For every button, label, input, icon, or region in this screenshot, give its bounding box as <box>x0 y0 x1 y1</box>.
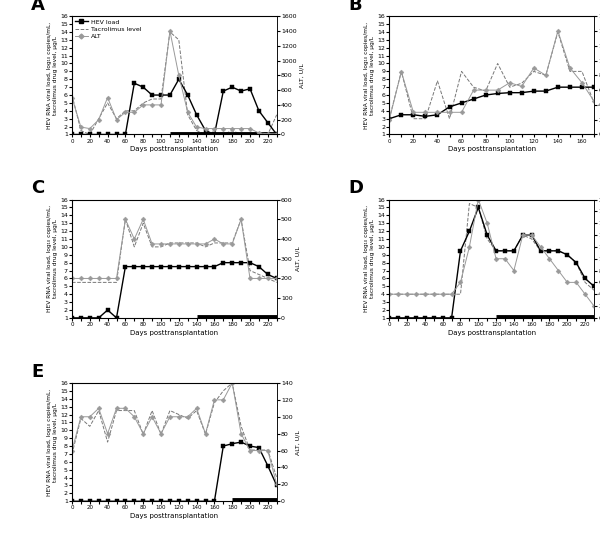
Text: D: D <box>349 179 364 197</box>
Text: E: E <box>31 363 43 381</box>
Legend: HEV load, Tacrolimus level, ALT: HEV load, Tacrolimus level, ALT <box>75 19 141 39</box>
Y-axis label: ALT, U/L: ALT, U/L <box>295 246 301 271</box>
Y-axis label: HEV RNA viral load, log₁₀ copies/mL,
tacrolimus drug level, µg/L: HEV RNA viral load, log₁₀ copies/mL, tac… <box>47 205 58 312</box>
Y-axis label: ALT, U/L: ALT, U/L <box>295 430 301 454</box>
Y-axis label: HEV RNA viral load, log₁₀ copies/mL,
tacrolimus drug level, µg/L: HEV RNA viral load, log₁₀ copies/mL, tac… <box>47 389 58 496</box>
X-axis label: Days posttransplantation: Days posttransplantation <box>130 330 218 336</box>
X-axis label: Days posttransplantation: Days posttransplantation <box>130 147 218 153</box>
X-axis label: Days posttransplantation: Days posttransplantation <box>448 330 536 336</box>
X-axis label: Days posttransplantation: Days posttransplantation <box>130 513 218 519</box>
X-axis label: Days posttransplantation: Days posttransplantation <box>448 147 536 153</box>
Y-axis label: HEV RNA viral load, log₁₀ copies/mL,
tacrolimus drug level, µg/L: HEV RNA viral load, log₁₀ copies/mL, tac… <box>47 22 58 129</box>
Text: B: B <box>349 0 362 14</box>
Text: C: C <box>31 179 44 197</box>
Text: A: A <box>31 0 45 14</box>
Y-axis label: HEV RNA viral load, log₁₀ copies/mL,
tacrolimus drug level, µg/L: HEV RNA viral load, log₁₀ copies/mL, tac… <box>364 22 375 129</box>
Y-axis label: HEV RNA viral load, log₁₀ copies/mL,
tacrolimus drug level, µg/L: HEV RNA viral load, log₁₀ copies/mL, tac… <box>364 205 375 312</box>
Y-axis label: ALT, U/L: ALT, U/L <box>299 63 304 88</box>
